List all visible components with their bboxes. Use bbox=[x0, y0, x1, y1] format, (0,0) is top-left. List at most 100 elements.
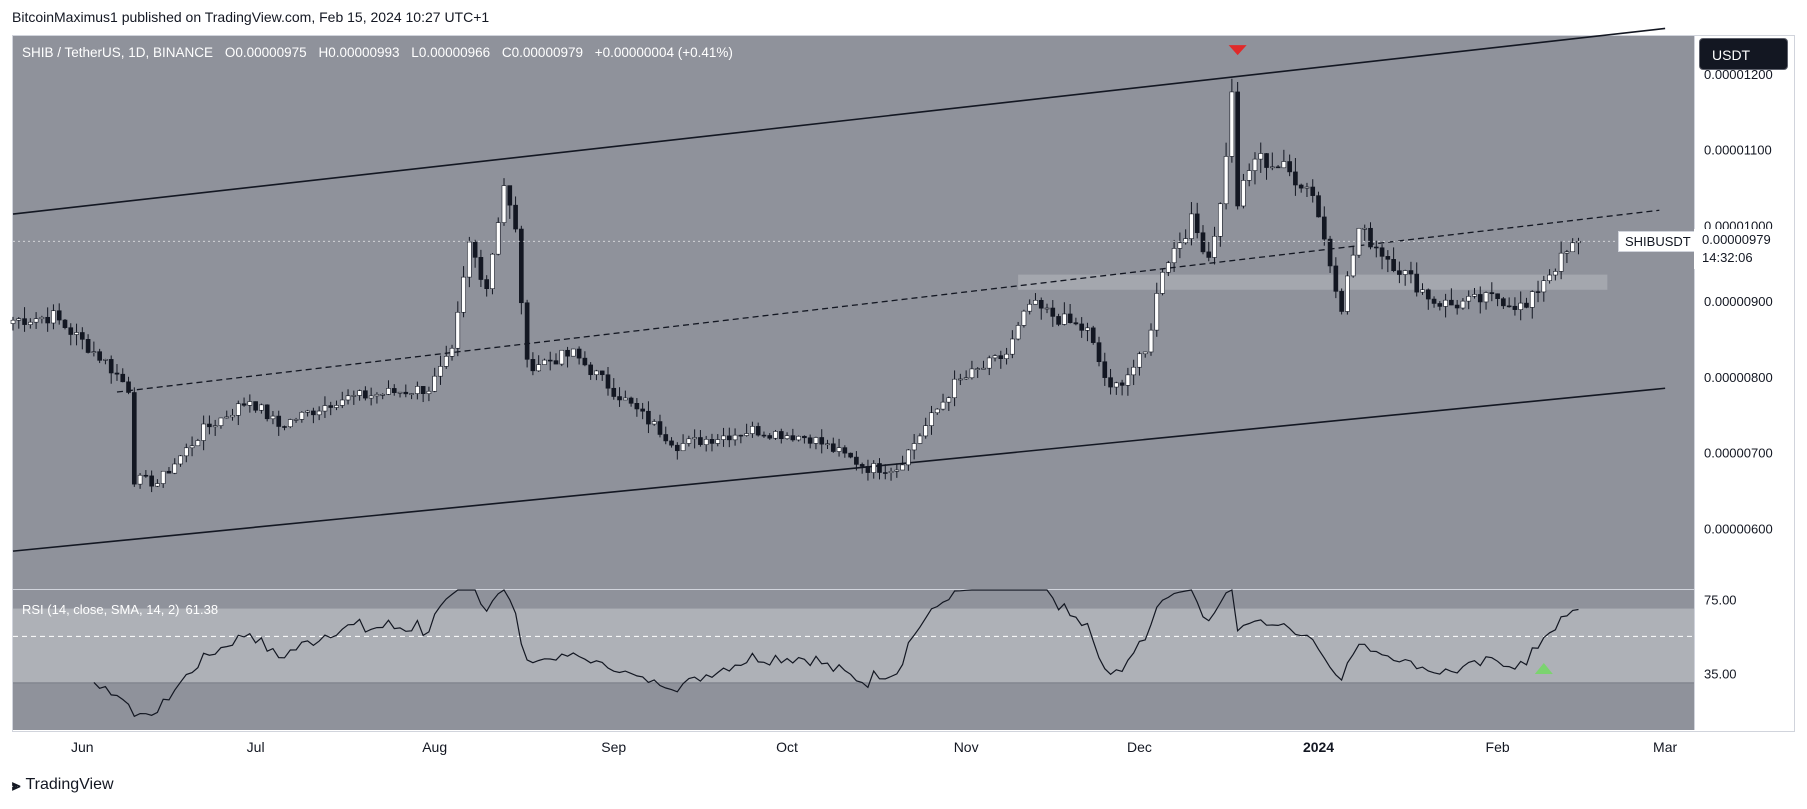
price-tick-label: 0.00000600 bbox=[1704, 521, 1773, 536]
candle bbox=[79, 332, 85, 340]
candle bbox=[328, 405, 334, 408]
candle bbox=[241, 403, 247, 406]
candle bbox=[218, 417, 224, 426]
price-pane-bg bbox=[13, 36, 1694, 589]
candle bbox=[1102, 361, 1108, 378]
currency-button[interactable]: USDT bbox=[1699, 38, 1788, 70]
candle bbox=[588, 364, 593, 376]
candle bbox=[1553, 271, 1558, 276]
candle bbox=[992, 355, 998, 359]
candle bbox=[1287, 161, 1292, 173]
candle bbox=[33, 318, 39, 323]
candle bbox=[1096, 342, 1102, 363]
candle bbox=[1148, 329, 1154, 353]
candle bbox=[755, 426, 761, 436]
price-tick-label: 0.00001100 bbox=[1704, 143, 1772, 158]
candle bbox=[553, 360, 559, 365]
legend-high: 0.00000993 bbox=[328, 45, 400, 60]
candle bbox=[1506, 305, 1512, 308]
candle bbox=[507, 185, 513, 206]
candle bbox=[1356, 227, 1362, 256]
candle bbox=[1223, 156, 1229, 205]
candle bbox=[1079, 323, 1084, 331]
candle bbox=[235, 403, 241, 416]
candle bbox=[790, 435, 796, 441]
candle bbox=[357, 390, 362, 396]
candle bbox=[888, 471, 894, 473]
resistance-zone bbox=[1018, 274, 1608, 290]
candle bbox=[1397, 270, 1402, 275]
candle bbox=[305, 410, 310, 413]
candle bbox=[842, 447, 848, 454]
candle bbox=[547, 359, 553, 362]
candle bbox=[443, 355, 449, 367]
candle bbox=[1437, 303, 1443, 307]
legend-high-label: H bbox=[318, 45, 329, 60]
candle bbox=[230, 415, 235, 418]
candle bbox=[1379, 247, 1385, 257]
candle bbox=[339, 399, 345, 406]
time-tick-label: Sep bbox=[601, 739, 626, 755]
candle bbox=[877, 463, 882, 473]
candle bbox=[28, 321, 33, 325]
candle bbox=[1524, 302, 1529, 308]
candle bbox=[455, 311, 461, 349]
candle bbox=[386, 388, 391, 395]
candle bbox=[952, 378, 957, 399]
candle bbox=[865, 466, 871, 473]
bar-countdown: 14:32:06 bbox=[1702, 250, 1753, 266]
candle bbox=[1408, 270, 1414, 275]
candle bbox=[1044, 307, 1050, 310]
candle bbox=[1246, 170, 1252, 181]
legend-symbol: SHIB / TetherUS, 1D, BINANCE bbox=[22, 45, 214, 60]
candle bbox=[1321, 216, 1327, 240]
candle bbox=[773, 431, 778, 439]
candle bbox=[103, 359, 108, 361]
time-tick-label: Mar bbox=[1653, 739, 1677, 755]
candle bbox=[1449, 299, 1454, 306]
candle bbox=[1310, 186, 1316, 196]
green-up-arrow-marker bbox=[1534, 663, 1553, 674]
candle bbox=[1131, 366, 1136, 376]
candle bbox=[1293, 171, 1298, 186]
candle bbox=[1085, 327, 1090, 331]
candle bbox=[761, 434, 767, 437]
candle bbox=[1217, 203, 1223, 237]
candle bbox=[906, 449, 911, 466]
candle bbox=[311, 410, 316, 416]
candle bbox=[490, 253, 495, 289]
candle bbox=[565, 349, 570, 357]
time-tick-label: 2024 bbox=[1303, 739, 1334, 755]
candle bbox=[391, 388, 397, 393]
candle bbox=[415, 386, 420, 394]
candle bbox=[363, 390, 368, 399]
candle bbox=[1362, 227, 1368, 230]
candle bbox=[1252, 158, 1258, 171]
candle bbox=[1004, 353, 1009, 359]
candle bbox=[1033, 299, 1038, 305]
candle bbox=[796, 435, 801, 441]
candle bbox=[224, 416, 230, 419]
candle bbox=[998, 355, 1004, 359]
candle bbox=[1194, 213, 1200, 234]
candle bbox=[848, 452, 853, 458]
candle bbox=[207, 423, 212, 428]
candle bbox=[813, 437, 819, 444]
footer-brand: TradingView bbox=[25, 776, 114, 793]
candle bbox=[1090, 327, 1096, 343]
candle bbox=[559, 349, 565, 365]
candle bbox=[917, 435, 923, 444]
candle bbox=[1454, 304, 1460, 309]
candle bbox=[449, 347, 455, 357]
candle bbox=[599, 370, 605, 376]
candle bbox=[287, 419, 293, 428]
candle bbox=[940, 401, 946, 410]
candle bbox=[958, 378, 963, 381]
candle bbox=[420, 386, 426, 394]
candle bbox=[651, 421, 657, 425]
candle bbox=[1414, 273, 1420, 293]
candle bbox=[108, 359, 114, 374]
candle bbox=[10, 319, 16, 324]
candle bbox=[467, 241, 472, 278]
